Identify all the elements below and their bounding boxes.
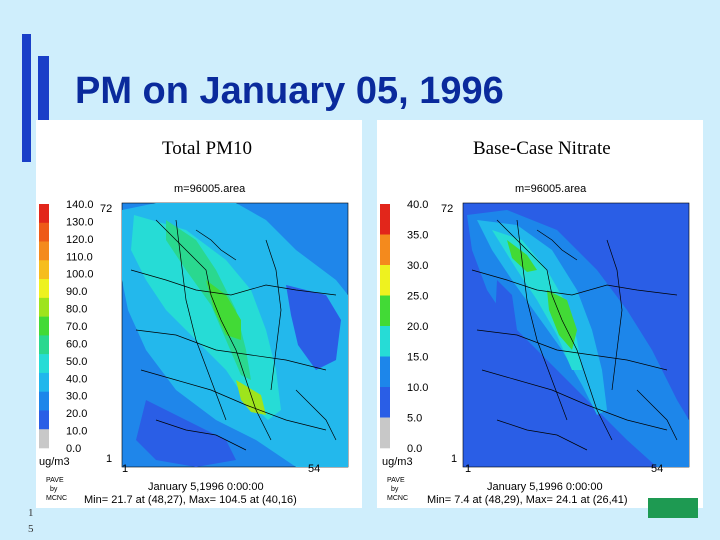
legend-label: 40.0 [407,199,428,211]
map-panel-svg: Total PM10 m=96005.area 140.0130.0120.01… [39,138,349,506]
legend-swatch [39,204,49,224]
concentration-map [121,202,349,468]
area-label: m=96005.area [174,183,246,195]
legend-label: 140.0 [66,199,94,211]
legend-swatch [39,316,49,336]
pave-label-3: MCNC [46,495,67,502]
accent-bar-top [22,34,31,162]
axis-y-top-tick: 72 [441,203,453,215]
legend-label: 60.0 [66,338,87,350]
axis-y-bottom-tick: 1 [451,453,457,465]
legend-swatch [39,222,49,242]
legend-label: 40.0 [66,373,87,385]
pave-label-1: PAVE [387,477,405,484]
axis-x-right-tick: 54 [651,463,663,475]
legend-swatch [39,429,49,449]
units-label: ug/m3 [39,456,70,468]
legend-label: 130.0 [66,216,94,228]
pave-label-2: by [50,486,58,493]
legend-swatch [39,241,49,261]
legend-label: 10.0 [66,426,87,438]
legend-swatch [39,410,49,430]
corner-badge [648,498,698,518]
min-max-label: Min= 7.4 at (48,29), Max= 24.1 at (26,41… [427,494,628,506]
legend-label: 35.0 [407,230,428,242]
legend-swatch [39,297,49,317]
legend-swatch [39,279,49,299]
legend-label: 5.0 [407,413,422,425]
axis-y-bottom-tick: 1 [106,453,112,465]
slide-number-line2: 5 [28,523,34,535]
legend-swatch [39,335,49,355]
area-label: m=96005.area [515,183,587,195]
pave-label-3: MCNC [387,495,408,502]
map-panel-total-pm10: Total PM10 m=96005.area 140.0 130.0 120.0 1… [36,120,362,508]
map-panel-svg: Base-Case Nitrate m=96005.area 40.0 35.0 3… [380,138,690,506]
legend-label: 15.0 [407,352,428,364]
axis-x-left-tick: 1 [122,463,128,475]
legend-label: 20.0 [407,321,428,333]
legend-swatch [380,265,390,296]
legend-label: 10.0 [407,382,428,394]
axis-y-top-tick: 72 [100,203,112,215]
legend-label: 80.0 [66,304,87,316]
axis-x-right-tick: 54 [308,463,320,475]
date-label: January 5,1996 0:00:00 [487,481,603,493]
legend-swatch [39,260,49,280]
legend-label: 30.0 [66,391,87,403]
legend-label: 0.0 [66,443,81,455]
legend: 40.0 35.0 30.0 25.0 20.0 15.0 10.0 5.0 0.0 [380,199,428,455]
legend-swatch [39,391,49,411]
legend-swatch [380,204,390,235]
date-label: January 5,1996 0:00:00 [148,481,264,493]
legend-label: 100.0 [66,269,94,281]
legend-label: 50.0 [66,356,87,368]
legend-label: 20.0 [66,408,87,420]
pave-label-2: by [391,486,399,493]
legend-label: 25.0 [407,291,428,303]
legend-swatch [380,387,390,418]
legend-swatch [380,326,390,357]
legend-label: 110.0 [66,251,93,263]
panel-title: Base-Case Nitrate [473,138,611,159]
legend-swatch [380,234,390,266]
legend-label: 30.0 [407,260,428,272]
panel-title: Total PM10 [162,138,252,159]
slide-number-line1: 1 [28,507,34,519]
slide-title: PM on January 05, 1996 [75,70,504,112]
legend-label: 70.0 [66,321,87,333]
concentration-map [462,202,690,468]
units-label: ug/m3 [382,456,413,468]
axis-x-left-tick: 1 [465,463,471,475]
min-max-label: Min= 21.7 at (48,27), Max= 104.5 at (40,… [84,494,297,506]
pave-label-1: PAVE [46,477,64,484]
legend-label: 0.0 [407,443,422,455]
map-panel-base-case-nitrate: Base-Case Nitrate m=96005.area 40.0 35.0 3… [377,120,703,508]
legend-swatch [39,354,49,374]
legend: 140.0 130.0 120.0 110.0 100.0 90.0 80.0 70.0 60.… [39,199,94,455]
legend-label: 120.0 [66,234,94,246]
legend-swatch [380,295,390,327]
legend-swatch [39,372,49,392]
legend-swatch [380,417,390,449]
legend-label: 90.0 [66,286,87,298]
legend-swatch [380,356,390,388]
